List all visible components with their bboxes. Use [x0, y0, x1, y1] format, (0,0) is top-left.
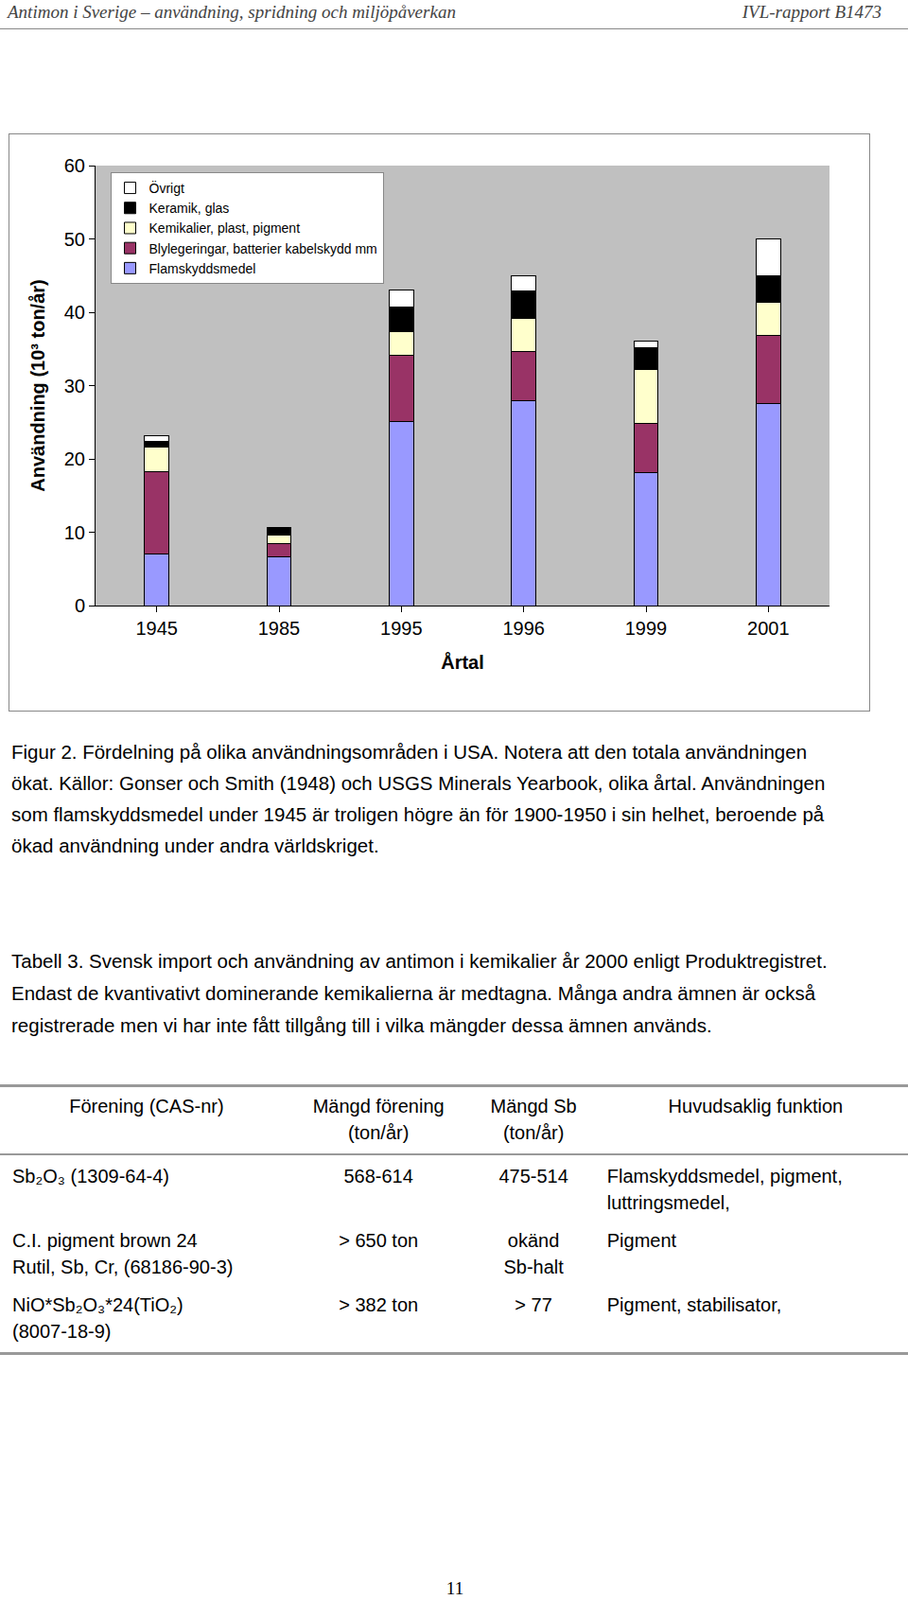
html-text:Sb₂O₃ (1309-64-4): Sb₂O₃ (1309-64-4) [12, 1165, 170, 1187]
svg-text:Flamskyddsmedel: Flamskyddsmedel [149, 261, 257, 277]
html-text:(8007-18-9): (8007-18-9) [12, 1320, 112, 1342]
html-text:475-514: 475-514 [498, 1165, 569, 1187]
html-text:> 650 ton: > 650 ton [338, 1229, 419, 1251]
svg-text:2001: 2001 [747, 617, 790, 639]
svg-text:50: 50 [64, 228, 86, 250]
html-text:(ton/år): (ton/år) [347, 1121, 409, 1143]
svg-text:10: 10 [64, 522, 86, 543]
html-text:Rutil, Sb, Cr, (68186-90-3): Rutil, Sb, Cr, (68186-90-3) [12, 1256, 234, 1277]
svg-text:Kemikalier, plast, pigment: Kemikalier, plast, pigment [149, 220, 301, 236]
svg-text:30: 30 [64, 375, 86, 397]
html-text:Figur 2. Fördelning på olika a: Figur 2. Fördelning på olika användnings… [11, 740, 826, 856]
svg-text:Användning (10³ ton/år): Användning (10³ ton/år) [27, 279, 49, 491]
svg-text:20: 20 [64, 448, 86, 470]
svg-text:0: 0 [74, 594, 86, 616]
html-text:> 382 ton: > 382 ton [338, 1293, 419, 1315]
svg-text:60: 60 [64, 155, 86, 176]
svg-text:Keramik, glas: Keramik, glas [149, 200, 230, 216]
svg-text:40: 40 [64, 301, 86, 323]
html-text:Förening (CAS-nr): Förening (CAS-nr) [69, 1095, 224, 1117]
html-text:luttringsmedel,: luttringsmedel, [607, 1191, 730, 1213]
html-text:Tabell 3. Svensk import och an: Tabell 3. Svensk import och användning a… [11, 949, 828, 1036]
html-text:11: 11 [446, 1577, 464, 1598]
html-text:Flamskyddsmedel, pigment,: Flamskyddsmedel, pigment, [607, 1165, 843, 1187]
svg-text:1985: 1985 [258, 617, 301, 639]
svg-text:1996: 1996 [502, 617, 545, 639]
html-text:568-614: 568-614 [343, 1165, 414, 1187]
svg-text:1945: 1945 [135, 617, 178, 639]
html-text:Sb-halt: Sb-halt [503, 1256, 564, 1277]
html-text:C.I. pigment brown 24: C.I. pigment brown 24 [12, 1229, 198, 1251]
html-text:(ton/år): (ton/år) [503, 1121, 565, 1143]
html-text:Antimon i Sverige – användning: Antimon i Sverige – användning, spridnin… [7, 1, 456, 22]
html-text:okänd: okänd [507, 1229, 560, 1251]
html-text:Mängd Sb: Mängd Sb [490, 1095, 577, 1117]
html-text:NiO*Sb₂O₃*24(TiO₂): NiO*Sb₂O₃*24(TiO₂) [12, 1293, 184, 1315]
html-text:Mängd förening: Mängd förening [312, 1095, 445, 1117]
svg-text:Blylegeringar, batterier kabel: Blylegeringar, batterier kabelskydd mm [149, 241, 378, 257]
html-text:Pigment, stabilisator,: Pigment, stabilisator, [607, 1293, 782, 1315]
svg-text:Årtal: Årtal [440, 650, 485, 673]
svg-text:1995: 1995 [380, 617, 423, 639]
svg-text:Övrigt: Övrigt [149, 179, 185, 196]
svg-text:1999: 1999 [625, 617, 668, 639]
html-text:Pigment: Pigment [607, 1229, 677, 1251]
html-text:IVL-rapport B1473: IVL-rapport B1473 [742, 1, 882, 22]
html-text:Huvudsaklig funktion: Huvudsaklig funktion [668, 1095, 843, 1117]
html-text:> 77: > 77 [514, 1293, 553, 1315]
